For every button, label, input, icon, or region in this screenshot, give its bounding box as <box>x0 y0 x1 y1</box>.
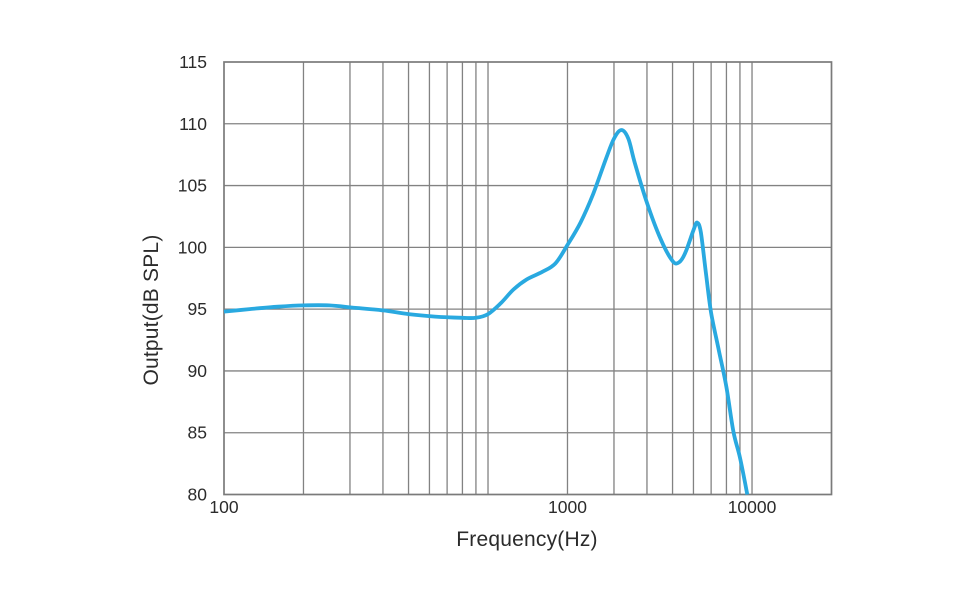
y-tick-label: 90 <box>188 361 208 381</box>
x-axis-title: Frequency(Hz) <box>456 528 598 551</box>
y-tick-label: 105 <box>178 176 207 196</box>
x-tick-label: 1000 <box>548 497 587 517</box>
y-tick-label: 80 <box>188 485 208 505</box>
y-tick-label: 85 <box>188 423 207 443</box>
x-tick-label: 10000 <box>728 497 777 517</box>
y-tick-label: 100 <box>178 237 207 257</box>
y-tick-label: 115 <box>179 52 207 72</box>
plot-border <box>223 61 833 496</box>
response-curve <box>223 128 750 495</box>
x-tick-label: 100 <box>209 497 238 517</box>
y-axis-title: Output(dB SPL) <box>140 234 163 386</box>
y-tick-label: 95 <box>188 299 207 319</box>
y-tick-label: 110 <box>179 114 207 134</box>
